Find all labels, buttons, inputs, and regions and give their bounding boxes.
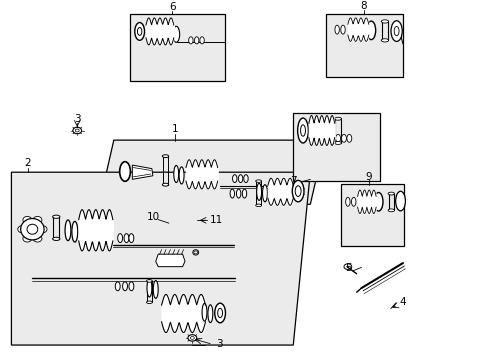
Ellipse shape (244, 175, 247, 183)
Text: 4: 4 (399, 297, 406, 307)
Ellipse shape (20, 219, 44, 240)
Text: 3: 3 (215, 339, 222, 349)
Ellipse shape (147, 279, 152, 297)
Text: 10: 10 (146, 212, 160, 222)
Text: 2: 2 (24, 158, 31, 168)
Bar (130, 14, 224, 81)
Text: 3: 3 (74, 114, 81, 124)
Ellipse shape (162, 183, 168, 186)
Ellipse shape (38, 226, 47, 233)
Ellipse shape (53, 215, 60, 219)
Ellipse shape (217, 309, 222, 318)
Ellipse shape (173, 166, 178, 183)
Text: 1: 1 (172, 125, 178, 134)
Ellipse shape (256, 183, 261, 201)
Circle shape (190, 337, 194, 339)
Ellipse shape (351, 197, 355, 206)
Ellipse shape (262, 185, 267, 202)
Ellipse shape (153, 280, 158, 298)
Ellipse shape (124, 234, 129, 243)
Ellipse shape (238, 175, 243, 183)
Text: 5: 5 (345, 264, 351, 274)
Ellipse shape (202, 303, 206, 321)
Ellipse shape (340, 25, 345, 34)
Circle shape (75, 129, 79, 132)
Ellipse shape (395, 191, 405, 211)
Bar (293, 113, 379, 181)
Ellipse shape (255, 180, 261, 183)
Ellipse shape (345, 197, 349, 206)
Ellipse shape (72, 221, 78, 242)
Text: 9: 9 (365, 172, 371, 182)
Ellipse shape (297, 118, 308, 143)
Text: 8: 8 (360, 1, 366, 12)
Ellipse shape (255, 204, 261, 207)
Ellipse shape (122, 282, 127, 291)
Ellipse shape (137, 27, 142, 35)
Ellipse shape (381, 20, 388, 23)
Circle shape (193, 251, 197, 254)
Text: 6: 6 (169, 2, 175, 12)
Circle shape (187, 335, 196, 341)
Text: 11: 11 (209, 215, 223, 225)
Ellipse shape (393, 26, 398, 36)
Ellipse shape (200, 37, 204, 44)
Ellipse shape (387, 192, 394, 195)
Ellipse shape (146, 301, 152, 303)
Ellipse shape (334, 117, 341, 120)
Ellipse shape (179, 167, 183, 184)
Ellipse shape (334, 141, 341, 144)
Ellipse shape (129, 282, 134, 291)
Ellipse shape (292, 180, 304, 202)
Text: 7: 7 (289, 176, 296, 186)
Ellipse shape (129, 234, 134, 243)
Ellipse shape (373, 193, 382, 211)
Ellipse shape (295, 186, 301, 197)
Ellipse shape (390, 21, 402, 41)
Polygon shape (11, 172, 310, 345)
Ellipse shape (207, 305, 212, 323)
Ellipse shape (242, 189, 246, 198)
Ellipse shape (387, 209, 394, 212)
Ellipse shape (115, 282, 120, 291)
Circle shape (73, 127, 81, 134)
Polygon shape (156, 254, 184, 267)
Ellipse shape (162, 155, 168, 158)
Bar (326, 14, 403, 77)
Ellipse shape (341, 134, 346, 142)
Ellipse shape (135, 23, 144, 40)
Polygon shape (132, 165, 153, 179)
Ellipse shape (53, 237, 60, 240)
Ellipse shape (27, 224, 38, 234)
Ellipse shape (118, 234, 122, 243)
Ellipse shape (33, 235, 42, 242)
Ellipse shape (334, 25, 339, 34)
Ellipse shape (346, 134, 351, 142)
Bar (340, 184, 403, 246)
Ellipse shape (236, 189, 241, 198)
Polygon shape (99, 140, 325, 204)
Ellipse shape (194, 37, 199, 44)
Ellipse shape (18, 226, 26, 233)
Ellipse shape (172, 26, 179, 42)
Ellipse shape (230, 189, 234, 198)
Ellipse shape (23, 235, 32, 242)
Ellipse shape (120, 162, 130, 181)
Ellipse shape (366, 21, 375, 40)
Ellipse shape (300, 125, 305, 136)
Ellipse shape (65, 220, 71, 240)
Ellipse shape (192, 250, 198, 255)
Ellipse shape (188, 37, 193, 44)
Ellipse shape (33, 216, 42, 224)
Ellipse shape (146, 280, 152, 282)
Ellipse shape (23, 216, 32, 224)
Ellipse shape (335, 134, 340, 142)
Ellipse shape (232, 175, 237, 183)
Ellipse shape (381, 39, 388, 42)
Ellipse shape (214, 303, 225, 323)
